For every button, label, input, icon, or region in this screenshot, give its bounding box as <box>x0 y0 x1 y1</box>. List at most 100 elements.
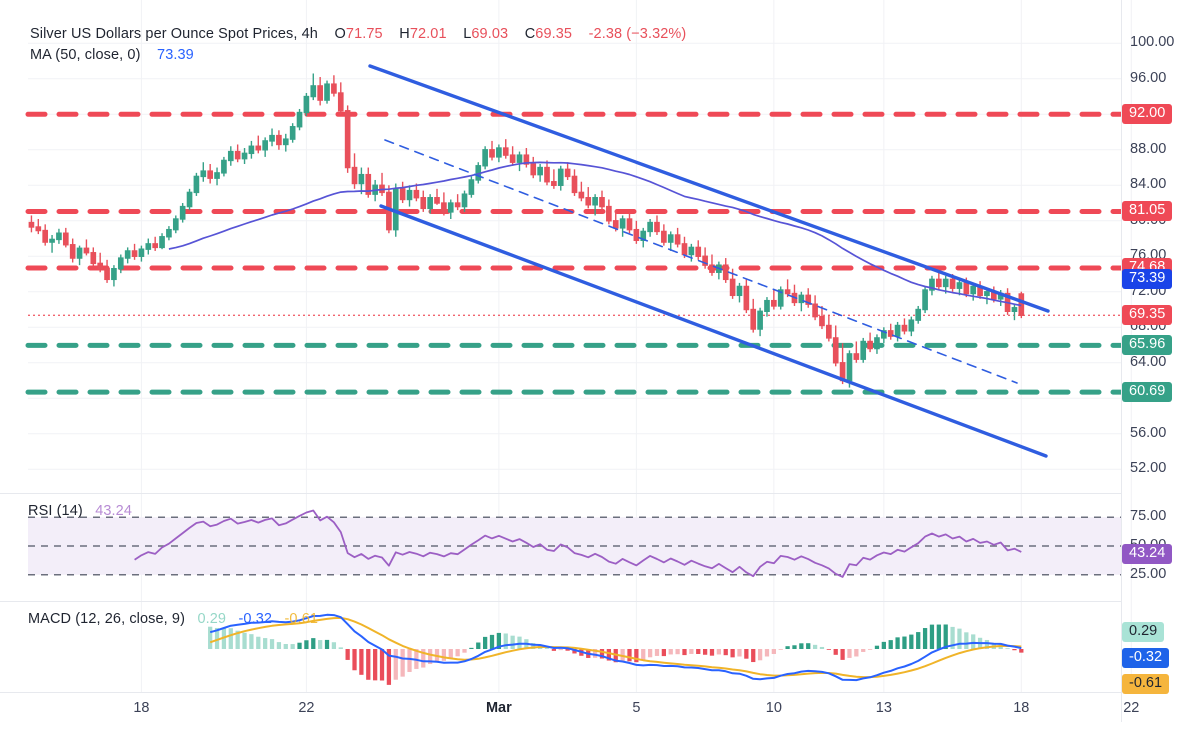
candle-body <box>592 197 598 206</box>
chart-legend-macd[interactable]: MACD (12, 26, close, 9) 0.29 -0.32 -0.61 <box>28 611 318 627</box>
macd-histogram-bar <box>441 649 447 661</box>
rsi-line[interactable] <box>134 509 1022 578</box>
macd-value-badge[interactable]: -0.61 <box>1122 674 1170 694</box>
candle-body <box>887 330 894 337</box>
symbol-title[interactable]: Silver US Dollars per Ounce Spot Prices,… <box>30 26 318 42</box>
candle-body <box>207 170 213 179</box>
macd-histogram-bar <box>228 628 233 649</box>
price-badge-resistance-92[interactable]: 92.00 <box>1122 104 1173 125</box>
chart-legend-main[interactable]: Silver US Dollars per Ounce Spot Prices,… <box>30 26 686 42</box>
candle-body <box>557 168 564 186</box>
macd-histogram-bar <box>1012 649 1017 651</box>
macd-value-badge[interactable]: 0.29 <box>1122 622 1165 642</box>
candle-body <box>585 197 592 206</box>
candle-body <box>56 232 62 241</box>
macd-histogram-bar <box>469 647 474 649</box>
candle-body <box>447 202 454 213</box>
candle-body <box>234 150 241 160</box>
trendline-inner-downtrend[interactable] <box>384 139 1018 384</box>
macd-histogram-bar <box>1019 649 1024 653</box>
macd-histogram-bar <box>675 649 680 655</box>
candle-body <box>434 197 440 204</box>
macd-histogram-bar <box>345 649 350 660</box>
macd-histogram-bar <box>922 628 928 649</box>
price-axis-divider <box>1121 0 1122 722</box>
macd-histogram-bar <box>421 649 426 668</box>
macd-histogram-bar <box>359 649 364 675</box>
candlestick-series[interactable] <box>28 73 1025 388</box>
trendline-upper-channel[interactable] <box>368 64 1050 313</box>
chart-legend-ma[interactable]: MA (50, close, 0) 73.39 <box>30 47 194 63</box>
macd-histogram-bar <box>840 649 845 660</box>
time-axis-label: 5 <box>632 700 641 716</box>
macd-histogram-bar <box>689 649 694 654</box>
candle-body <box>929 278 935 291</box>
candle-body <box>970 285 977 295</box>
candle-body <box>709 264 715 273</box>
open-value: 71.75 <box>345 26 383 42</box>
time-axis-label: 18 <box>1013 700 1030 716</box>
trendline-lower-channel[interactable] <box>379 204 1048 458</box>
candle-body <box>241 152 248 160</box>
macd-histogram[interactable] <box>208 624 1024 685</box>
candle-body <box>69 244 76 259</box>
time-axis-label: Mar <box>485 700 512 716</box>
ma-legend-value: 73.39 <box>157 47 194 63</box>
time-axis[interactable]: 1822Mar5101318222629 <box>0 692 1139 722</box>
macd-histogram-bar <box>943 624 948 649</box>
price-badge-resistance-81[interactable]: 81.05 <box>1122 201 1173 222</box>
price-badge-last-price[interactable]: 69.35 <box>1122 305 1173 326</box>
candle-body <box>468 179 475 195</box>
candle-body <box>654 221 660 233</box>
macd-histogram-bar <box>592 649 598 658</box>
macd-histogram-bar <box>208 626 213 649</box>
ma-label: MA (50, close, 0) <box>30 47 141 63</box>
candle-body <box>496 147 502 158</box>
price-badge-support-60[interactable]: 60.69 <box>1122 382 1173 403</box>
candle-body <box>145 243 152 250</box>
macd-histogram-bar <box>448 649 453 659</box>
candle-body <box>681 243 688 256</box>
candle-body <box>674 234 681 245</box>
candle-body <box>90 252 97 265</box>
macd-histogram-bar <box>936 624 941 649</box>
rsi-value-badge[interactable]: 43.24 <box>1122 543 1173 564</box>
chart-legend-rsi[interactable]: RSI (14) 43.24 <box>28 503 132 519</box>
candle-body <box>83 247 90 254</box>
macd-signal-line[interactable] <box>209 616 1022 679</box>
macd-histogram-bar <box>792 645 797 649</box>
macd-histogram-bar <box>503 633 508 649</box>
candle-body <box>49 238 55 243</box>
candle-body <box>688 246 695 256</box>
candle-body <box>853 353 860 360</box>
price-axis-tick: 84.00 <box>1130 176 1167 193</box>
macd-histogram-bar <box>510 635 515 649</box>
macd-histogram-bar <box>366 649 371 680</box>
macd-histogram-bar <box>895 637 900 649</box>
candle-body <box>901 324 908 332</box>
high-value: 72.01 <box>409 26 447 42</box>
macd-histogram-bar <box>393 649 398 680</box>
candle-body <box>489 149 495 158</box>
candle-body <box>606 205 612 222</box>
macd-histogram-bar <box>531 642 536 649</box>
price-badge-support-65[interactable]: 65.96 <box>1122 335 1173 356</box>
macd-line[interactable] <box>209 613 1022 682</box>
candle-body <box>351 166 358 185</box>
time-axis-label: 22 <box>298 700 315 716</box>
candle-body <box>564 168 571 178</box>
candle-body <box>626 218 633 231</box>
candle-body <box>640 230 647 242</box>
candle-body <box>812 303 818 318</box>
price-badge-ma-value[interactable]: 73.39 <box>1122 269 1173 290</box>
price-axis[interactable]: 100.0096.0092.0088.0084.0080.0076.0072.0… <box>1122 0 1200 746</box>
macd-value-badge[interactable]: -0.32 <box>1122 648 1170 668</box>
ma-50-line[interactable] <box>168 161 1022 307</box>
macd-histogram-bar <box>785 646 790 649</box>
candle-body <box>633 228 640 242</box>
low-label: L <box>463 26 472 42</box>
macd-histogram-bar <box>276 642 282 649</box>
macd-histogram-bar <box>881 641 886 649</box>
macd-histogram-bar <box>476 642 481 649</box>
